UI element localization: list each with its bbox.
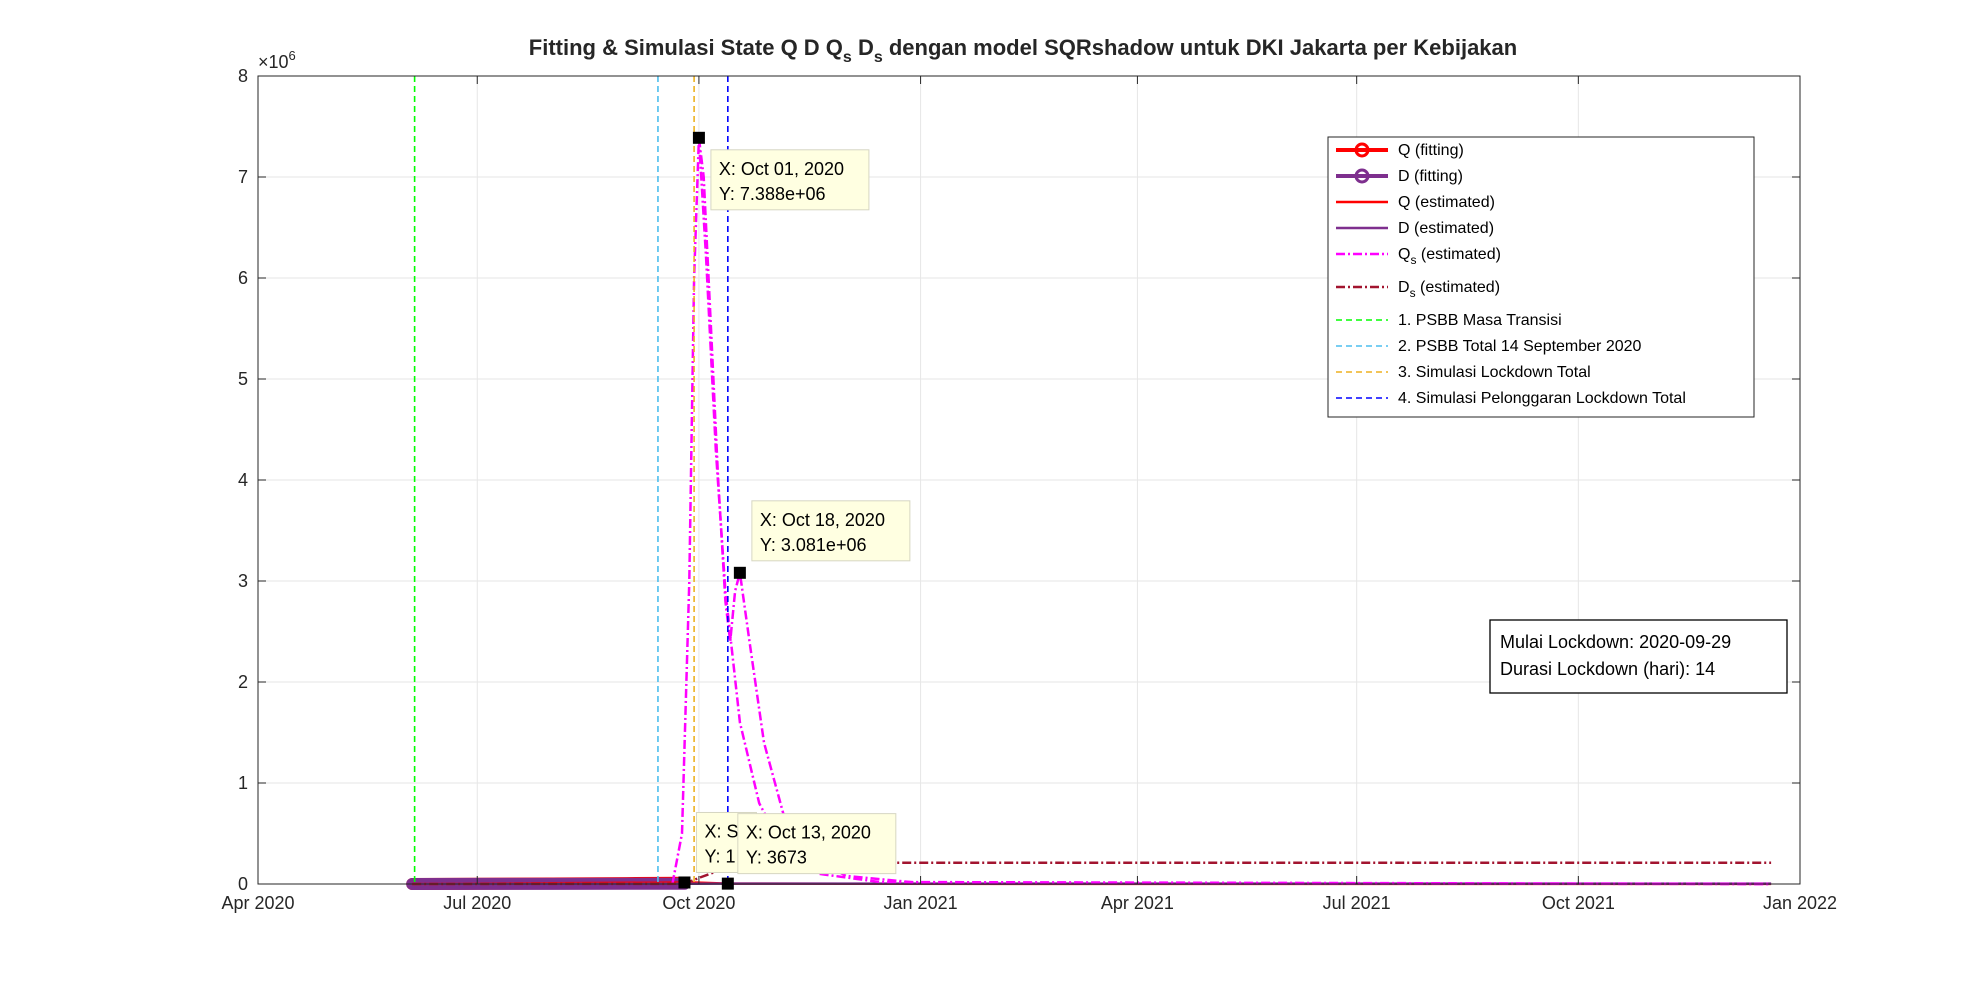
y-tick-label-1: 1	[238, 773, 248, 793]
x-tick-label-7: Jan 2022	[1763, 893, 1837, 913]
x-tick-label-3: Jan 2021	[884, 893, 958, 913]
legend-entry-4: Qs (estimated)	[1336, 246, 1501, 267]
legend-label-d_est: D (estimated)	[1398, 220, 1494, 237]
datatip-x-tip4: X: Oct 13, 2020	[746, 823, 871, 843]
legend-label-pl2: 2. PSBB Total 14 September 2020	[1398, 338, 1642, 355]
legend-entry-7: 2. PSBB Total 14 September 2020	[1336, 338, 1642, 355]
legend-entry-6: 1. PSBB Masa Transisi	[1336, 312, 1562, 329]
datatip-x-tip2: X: Oct 18, 2020	[760, 510, 885, 530]
legend-entry-2: Q (estimated)	[1336, 194, 1495, 211]
datatip-y-tip3: Y: 1	[704, 846, 735, 866]
legend-label-pl1: 1. PSBB Masa Transisi	[1398, 312, 1562, 329]
legend-label-pl3: 3. Simulasi Lockdown Total	[1398, 364, 1591, 381]
legend-marker-d_fit	[1354, 168, 1370, 184]
legend-label-ds_est: Ds (estimated)	[1398, 279, 1500, 300]
legend-entry-1: D (fitting)	[1336, 168, 1463, 185]
datatip-x-tip1: X: Oct 01, 2020	[719, 159, 844, 179]
y-exponent-label: ×106	[258, 48, 296, 72]
y-tick-label-0: 0	[238, 874, 248, 894]
x-tick-label-2: Oct 2020	[662, 893, 735, 913]
datatip-y-tip4: Y: 3673	[746, 848, 807, 868]
axes: Apr 2020 Jul 2020 Oct 2020 Jan 2021 Apr 2021…	[221, 66, 1837, 913]
datatip-marker-tip2[interactable]	[733, 566, 746, 579]
datatip-x-tip3: X: S	[704, 821, 738, 841]
title-sub1: s	[843, 49, 852, 66]
y-tick-label-8: 8	[238, 66, 248, 86]
y-exponent-base: ×10	[258, 52, 289, 72]
annotation-line-2: Durasi Lockdown (hari): 14	[1500, 659, 1715, 679]
y-tick-label-2: 2	[238, 672, 248, 692]
legend-entry-8: 3. Simulasi Lockdown Total	[1336, 364, 1591, 381]
datatip-tip1[interactable]: X: Oct 01, 2020 Y: 7.388e+06	[692, 131, 870, 211]
y-tick-label-5: 5	[238, 369, 248, 389]
y-tick-label-4: 4	[238, 470, 248, 490]
y-tick-label-7: 7	[238, 167, 248, 187]
annotation-box	[1489, 619, 1788, 694]
legend-label-q_fit: Q (fitting)	[1398, 142, 1464, 159]
legend-entry-3: D (estimated)	[1336, 220, 1494, 237]
title-mid: D	[852, 35, 874, 60]
datatip-y-tip1: Y: 7.388e+06	[719, 184, 826, 204]
title-main: Fitting & Simulasi State Q D Q	[529, 35, 843, 60]
y-tick-label-3: 3	[238, 571, 248, 591]
x-tick-label-5: Jul 2021	[1323, 893, 1391, 913]
datatips: X: Oct 01, 2020 Y: 7.388e+06 X: Oct 18, 20…	[678, 131, 911, 890]
legend-label-qs_est: Qs (estimated)	[1398, 246, 1501, 267]
datatip-tip2[interactable]: X: Oct 18, 2020 Y: 3.081e+06	[733, 500, 911, 579]
datatip-marker-tip1[interactable]	[692, 131, 705, 144]
x-tick-label-4: Apr 2021	[1101, 893, 1174, 913]
x-tick-label-0: Apr 2020	[221, 893, 294, 913]
datatip-marker-tip3[interactable]	[678, 876, 691, 889]
x-tick-label-6: Oct 2021	[1542, 893, 1615, 913]
y-exponent-power: 6	[289, 48, 296, 63]
lockdown-annotation: Mulai Lockdown: 2020-09-29 Durasi Lockdo…	[1489, 619, 1788, 694]
legend-label-pl4: 4. Simulasi Pelonggaran Lockdown Total	[1398, 390, 1686, 407]
policy-lines	[413, 76, 729, 884]
datatip-box-tip2	[751, 500, 911, 562]
legend-label-d_fit: D (fitting)	[1398, 168, 1463, 185]
legend-entry-0: Q (fitting)	[1336, 142, 1464, 159]
title-tail: dengan model SQRshadow untuk DKI Jakarta…	[883, 35, 1517, 60]
legend-box	[1327, 136, 1755, 418]
legend-label-q_est: Q (estimated)	[1398, 194, 1495, 211]
datatip-tip4[interactable]: X: Oct 13, 2020 Y: 3673	[721, 813, 897, 890]
datatip-box-tip4	[737, 813, 897, 875]
legend: Q (fitting) D (fitting) Q (estimated) D (es…	[1327, 136, 1755, 418]
x-tick-label-1: Jul 2020	[443, 893, 511, 913]
legend-marker-q_fit	[1354, 142, 1370, 158]
datatip-marker-tip4[interactable]	[721, 877, 734, 890]
datatip-box-tip1	[710, 149, 870, 211]
series-qs_est_2	[697, 137, 1772, 886]
y-tick-label-6: 6	[238, 268, 248, 288]
chart-title: Fitting & Simulasi State Q D Qs Ds denga…	[529, 35, 1517, 66]
legend-entry-9: 4. Simulasi Pelonggaran Lockdown Total	[1336, 390, 1686, 407]
datatip-y-tip2: Y: 3.081e+06	[760, 535, 867, 555]
title-sub2: s	[874, 49, 883, 66]
annotation-line-1: Mulai Lockdown: 2020-09-29	[1500, 632, 1731, 652]
legend-entry-5: Ds (estimated)	[1336, 279, 1500, 300]
legend-items: Q (fitting) D (fitting) Q (estimated) D (es…	[1336, 142, 1686, 407]
